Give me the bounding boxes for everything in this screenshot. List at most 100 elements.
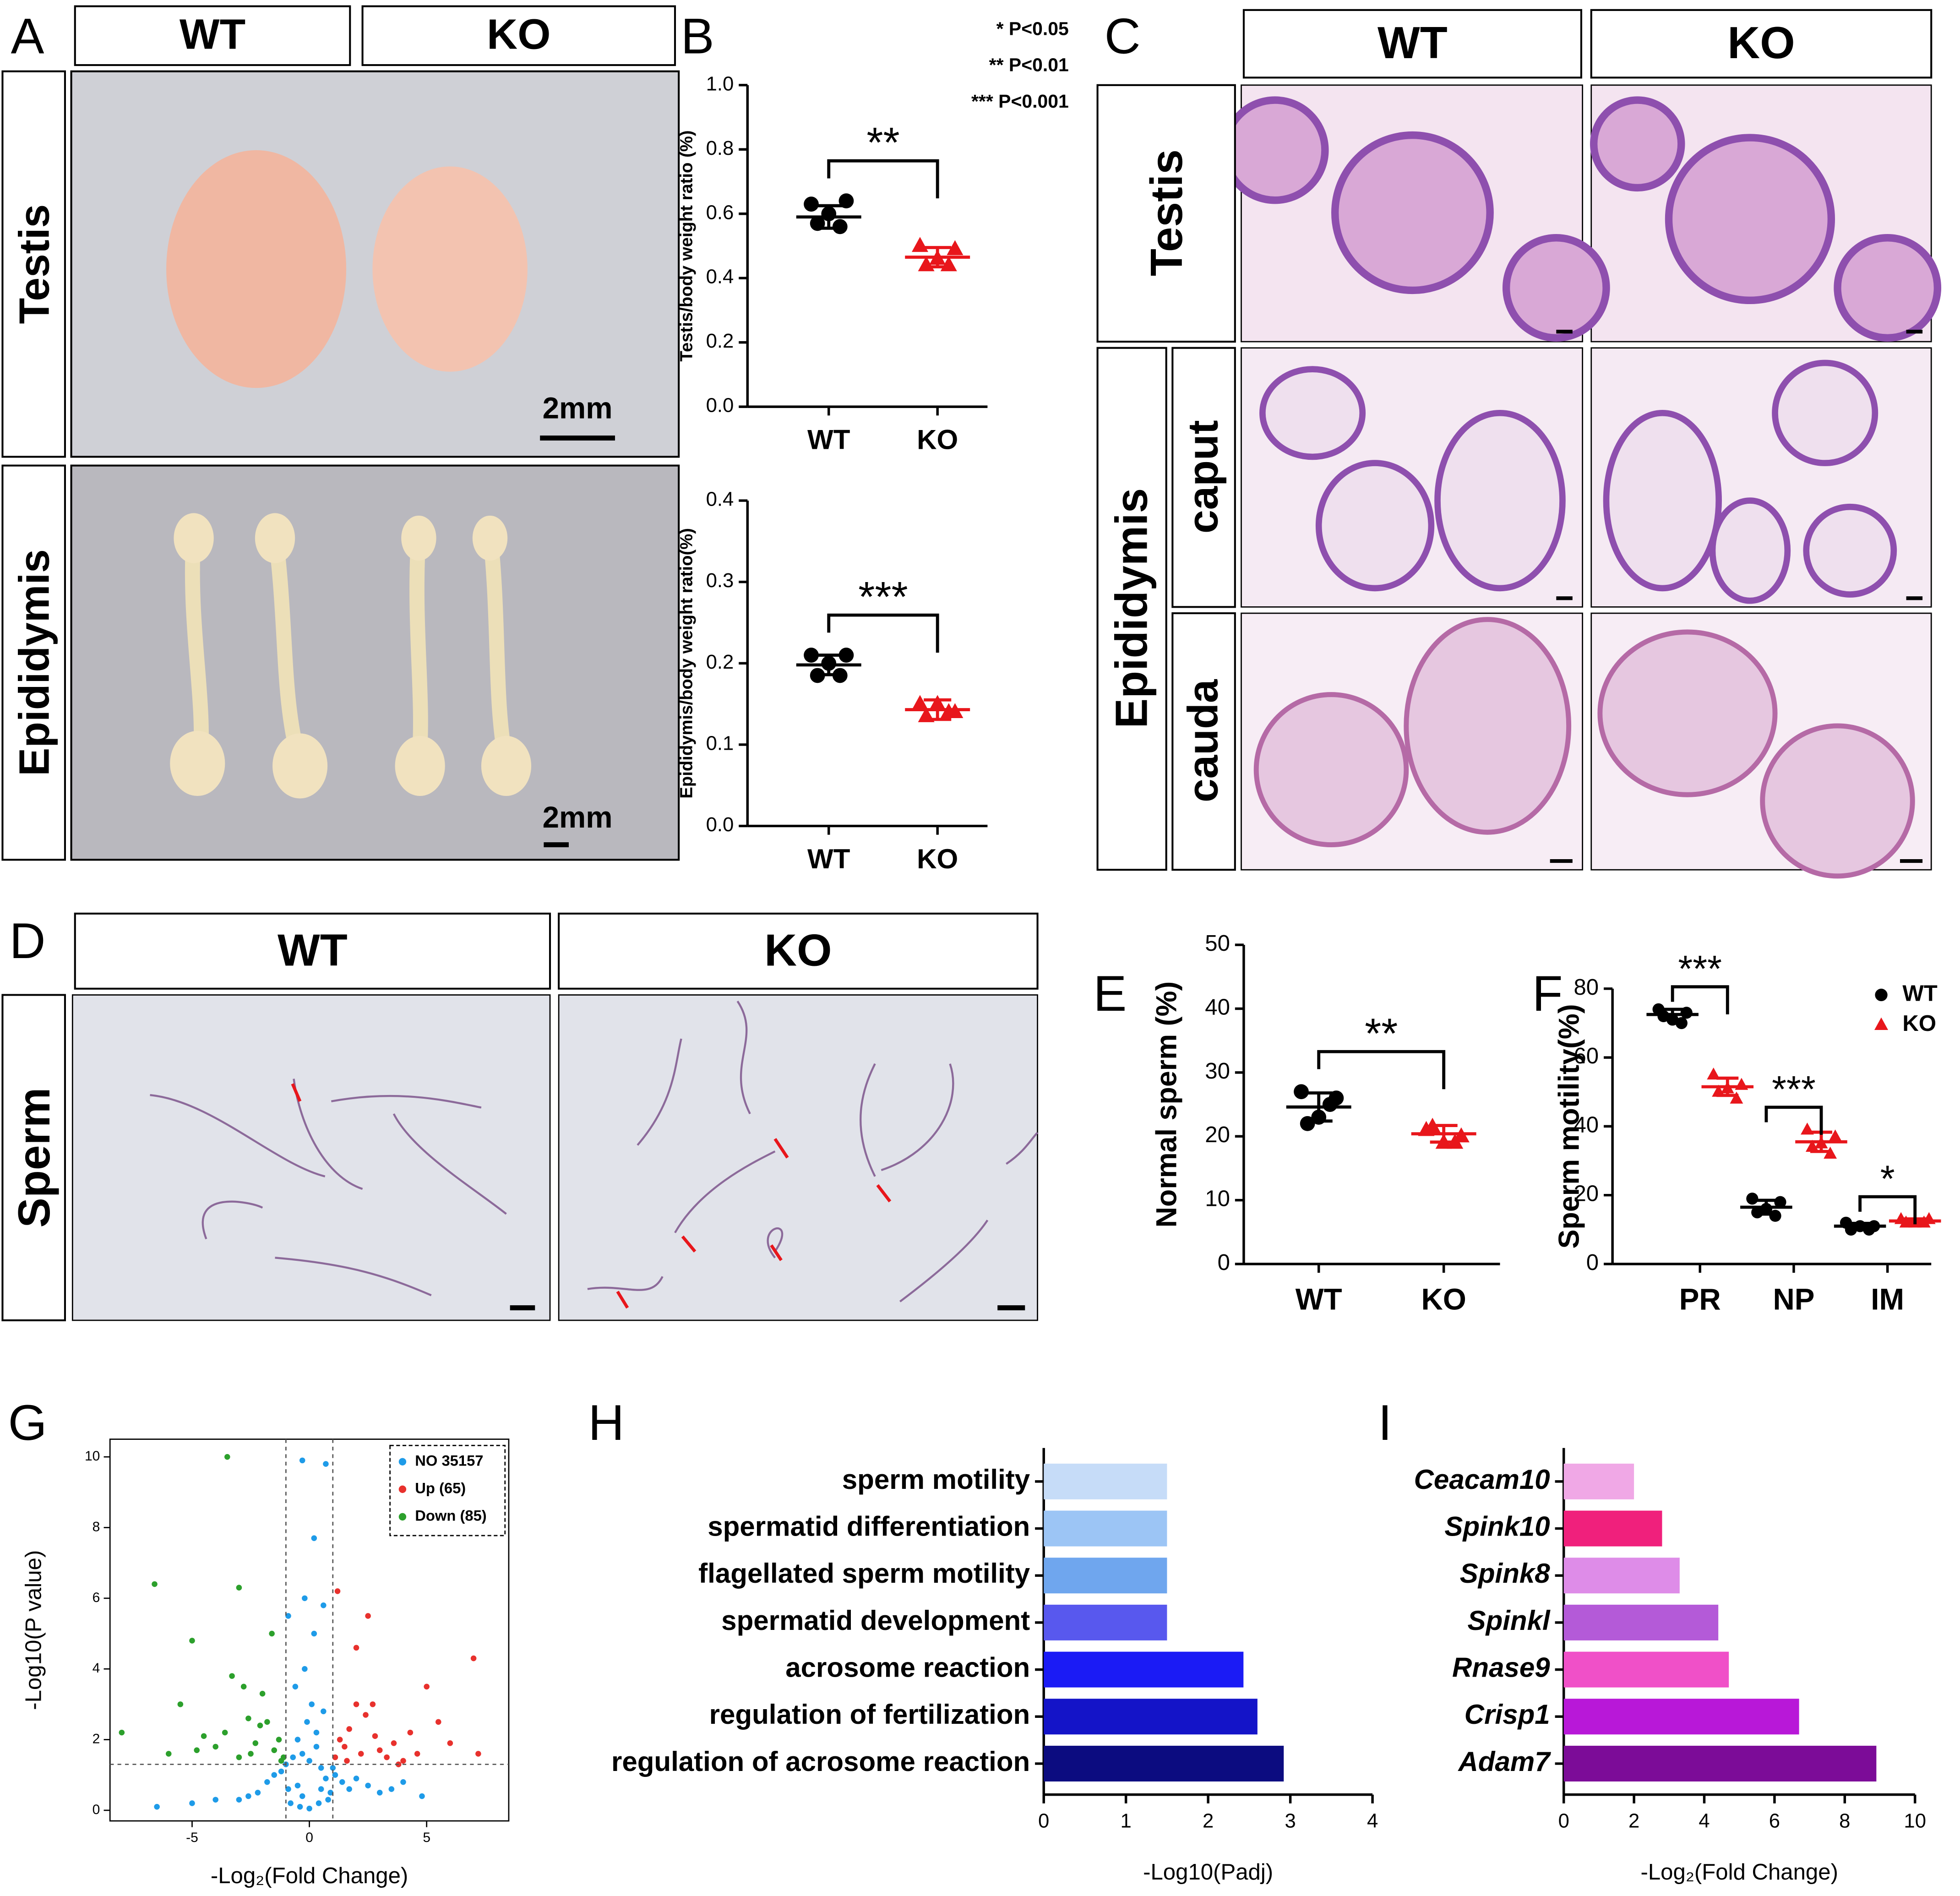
data-point bbox=[299, 1793, 305, 1799]
row-label: Epididymis bbox=[1106, 488, 1156, 729]
significance-label: *** bbox=[1678, 948, 1722, 990]
data-point bbox=[152, 1581, 158, 1587]
data-point bbox=[264, 1779, 270, 1785]
category-label: Spinkl bbox=[1468, 1605, 1551, 1636]
x-tick-label: 0 bbox=[305, 1830, 313, 1845]
label-box bbox=[1171, 347, 1236, 608]
data-point bbox=[424, 1684, 430, 1690]
y-tick-label: 0.0 bbox=[706, 813, 734, 836]
x-tick-label: 8 bbox=[1839, 1809, 1850, 1832]
data-point bbox=[419, 1793, 425, 1799]
bar bbox=[1563, 1651, 1729, 1688]
x-tick-label: NP bbox=[1773, 1282, 1814, 1316]
label-box bbox=[1, 70, 66, 458]
legend-label: WT bbox=[1902, 981, 1937, 1006]
data-point bbox=[388, 1786, 395, 1792]
bar bbox=[1563, 1510, 1662, 1547]
data-point bbox=[339, 1779, 345, 1785]
data-point bbox=[342, 1743, 348, 1750]
category-label: Rnase9 bbox=[1452, 1652, 1550, 1683]
label-box bbox=[1096, 84, 1236, 343]
significance-label: *** bbox=[858, 573, 908, 621]
data-point bbox=[325, 1797, 331, 1803]
label-box bbox=[558, 912, 1039, 990]
panel-letter: I bbox=[1378, 1395, 1392, 1451]
scale-bar-label: 2mm bbox=[543, 392, 613, 425]
bar bbox=[1044, 1745, 1284, 1782]
bar bbox=[1563, 1699, 1799, 1735]
data-point bbox=[346, 1786, 352, 1792]
x-tick-label: 2 bbox=[1203, 1809, 1214, 1832]
data-point bbox=[165, 1751, 172, 1757]
data-point bbox=[832, 219, 848, 234]
significance-label: *** bbox=[1772, 1069, 1816, 1111]
data-point bbox=[278, 1768, 284, 1775]
data-point bbox=[313, 1743, 320, 1750]
header-label: WT bbox=[180, 10, 245, 58]
y-axis-label: Sperm motility(%) bbox=[1553, 1004, 1585, 1248]
data-point bbox=[330, 1765, 336, 1771]
y-tick-label: 0.4 bbox=[706, 266, 734, 288]
data-point bbox=[290, 1754, 296, 1760]
header-label: WT bbox=[278, 925, 348, 975]
x-tick-label: KO bbox=[917, 844, 958, 874]
data-point bbox=[236, 1585, 242, 1591]
data-point bbox=[376, 1747, 383, 1753]
photo-testis bbox=[70, 70, 680, 458]
bar bbox=[1044, 1699, 1258, 1735]
y-axis-label: Epididymis/body weight ratio(%) bbox=[676, 528, 696, 799]
y-tick-label: 40 bbox=[1573, 1112, 1599, 1137]
x-tick-label: KO bbox=[1421, 1282, 1466, 1316]
legend-label: KO bbox=[1902, 1011, 1936, 1036]
data-point bbox=[1746, 1193, 1759, 1205]
row-label: caput bbox=[1179, 420, 1227, 534]
x-tick-label: KO bbox=[917, 424, 958, 455]
x-tick-label: 3 bbox=[1285, 1809, 1296, 1832]
row-label: Testis bbox=[1141, 149, 1192, 276]
data-point bbox=[372, 1733, 378, 1739]
y-tick-label: 80 bbox=[1573, 975, 1599, 1000]
data-point bbox=[321, 1602, 327, 1608]
label-box bbox=[361, 5, 676, 66]
label-box bbox=[1096, 347, 1167, 871]
data-point bbox=[344, 1758, 350, 1764]
data-point bbox=[294, 1737, 301, 1743]
header-label: KO bbox=[764, 925, 832, 975]
y-tick-label: 0 bbox=[93, 1802, 100, 1817]
data-point bbox=[353, 1776, 359, 1782]
label-box bbox=[74, 912, 551, 990]
y-tick-label: 0.6 bbox=[706, 201, 734, 223]
data-point bbox=[313, 1729, 320, 1736]
y-tick-label: 0.3 bbox=[706, 569, 734, 592]
label-box bbox=[1, 994, 66, 1322]
data-point bbox=[353, 1701, 359, 1707]
x-tick-label: 5 bbox=[423, 1830, 430, 1845]
data-point bbox=[370, 1701, 376, 1707]
significance-bracket bbox=[827, 613, 939, 653]
data-point bbox=[276, 1737, 282, 1743]
data-point bbox=[318, 1786, 324, 1792]
x-tick-label: 0 bbox=[1038, 1809, 1049, 1832]
bar bbox=[1044, 1510, 1167, 1547]
data-point bbox=[947, 240, 964, 256]
legend-label: Up (65) bbox=[415, 1480, 466, 1497]
y-tick-label: 30 bbox=[1205, 1058, 1230, 1084]
y-tick-label: 6 bbox=[93, 1590, 100, 1605]
data-point bbox=[294, 1782, 301, 1789]
bar bbox=[1044, 1558, 1167, 1594]
x-tick-label: 4 bbox=[1699, 1809, 1710, 1832]
panel-letter: E bbox=[1093, 966, 1127, 1022]
data-point bbox=[327, 1790, 333, 1796]
data-point bbox=[447, 1740, 453, 1746]
data-point bbox=[271, 1747, 278, 1753]
bar bbox=[1044, 1651, 1244, 1688]
data-point bbox=[407, 1729, 414, 1736]
row-label: Epididymis bbox=[10, 549, 58, 776]
legend-marker bbox=[1874, 1017, 1889, 1030]
category-label: spermatid differentiation bbox=[708, 1511, 1030, 1542]
data-point bbox=[302, 1595, 308, 1602]
category-label: flagellated sperm motility bbox=[698, 1558, 1030, 1589]
data-point bbox=[304, 1719, 310, 1725]
data-point bbox=[288, 1800, 294, 1806]
